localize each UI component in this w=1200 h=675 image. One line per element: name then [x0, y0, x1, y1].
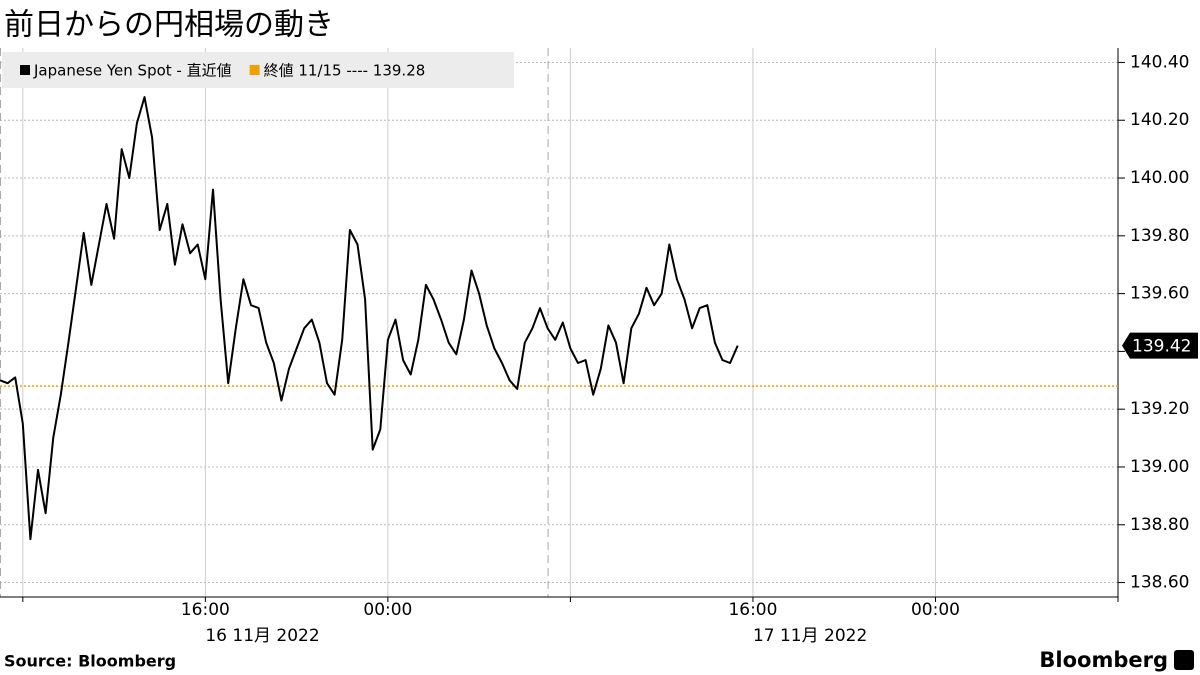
legend-swatch	[249, 65, 260, 75]
x-tick-label: 16:00	[728, 600, 777, 620]
x-tick-label: 16:00	[181, 600, 230, 620]
y-tick-label: 139.00	[1130, 457, 1189, 477]
y-tick-label: 138.80	[1130, 515, 1189, 535]
brand: Bloomberg	[1039, 648, 1168, 672]
legend-swatch	[20, 65, 30, 75]
last-value-tag	[1122, 332, 1198, 359]
source: Source: Bloomberg	[4, 652, 176, 671]
date-label: 17 11月 2022	[753, 626, 867, 646]
y-tick-label: 139.20	[1130, 399, 1189, 419]
chart-title: 前日からの円相場の動き	[4, 8, 334, 43]
brand-icon	[1174, 650, 1194, 670]
x-tick-label: 00:00	[363, 600, 412, 620]
x-tick-label: 00:00	[911, 600, 960, 620]
legend-label: 終値 11/15 ---- 139.28	[264, 62, 426, 80]
legend-label: Japanese Yen Spot - 直近値	[33, 62, 232, 80]
y-tick-label: 140.40	[1130, 52, 1189, 72]
y-tick-label: 139.80	[1130, 226, 1189, 246]
price-line	[0, 96, 739, 541]
y-tick-label: 138.60	[1130, 573, 1189, 593]
y-tick-label: 139.60	[1130, 284, 1189, 304]
y-tick-label: 140.00	[1130, 168, 1189, 188]
last-value-label: 139.42	[1132, 337, 1191, 357]
date-label: 16 11月 2022	[205, 626, 319, 646]
y-tick-label: 140.20	[1130, 110, 1189, 130]
